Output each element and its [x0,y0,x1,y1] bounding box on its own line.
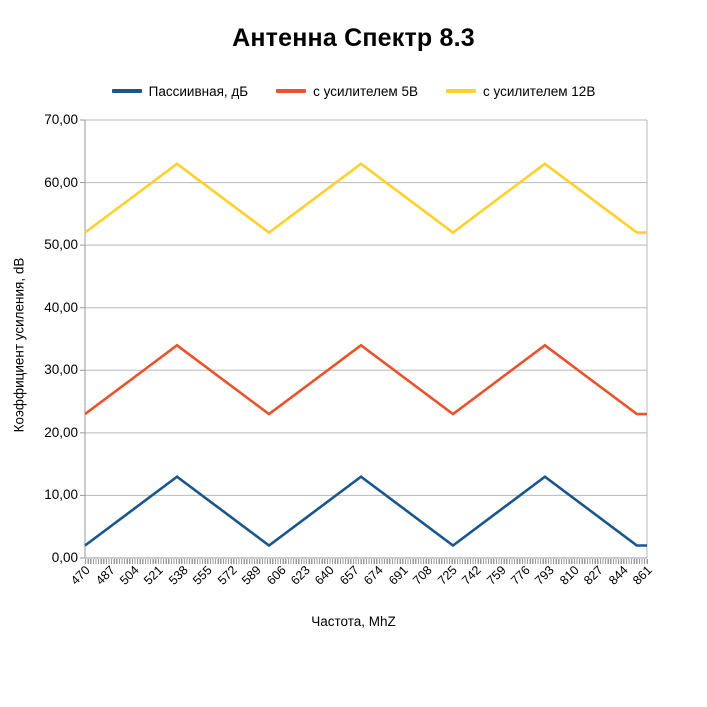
y-axis-tick-label: 60,00 [44,174,78,190]
legend-item-amp-5v: с усилителем 5В [276,84,418,99]
y-axis-tick-label: 70,00 [44,112,78,127]
series-line [84,343,647,416]
y-axis-tick-label: 40,00 [44,299,78,315]
x-axis-minor-ticks [85,559,648,564]
legend-item-passive: Пассиивная, дБ [111,83,249,99]
y-axis-tick-label: 20,00 [44,424,78,440]
y-axis-tick-label: 10,00 [44,487,78,503]
x-axis-title: Частота, MhZ [311,614,396,629]
legend-line-swatch-orange [276,89,307,93]
series-line [84,475,647,548]
y-axis-tick-label: 30,00 [44,362,78,378]
chart-legend: Пассиивная, дБ с усилителем 5В с усилите… [0,82,707,100]
series-line [84,162,647,235]
legend-label: Пассиивная, дБ [148,83,249,99]
y-axis-tick-label: 0,00 [51,550,78,565]
legend-label: с усилителем 12В [482,83,596,99]
legend-label: с усилителем 5В [313,83,418,99]
legend-line-swatch-blue [111,89,142,93]
legend-line-swatch-yellow [445,89,476,93]
y-axis-title: Коэффициент усиления, dB [11,257,27,433]
y-axis-tick-label: 50,00 [44,237,78,253]
legend-item-amp-12v: с усилителем 12В [445,83,596,99]
chart-title: Антенна Спектр 8.3 [232,24,475,52]
